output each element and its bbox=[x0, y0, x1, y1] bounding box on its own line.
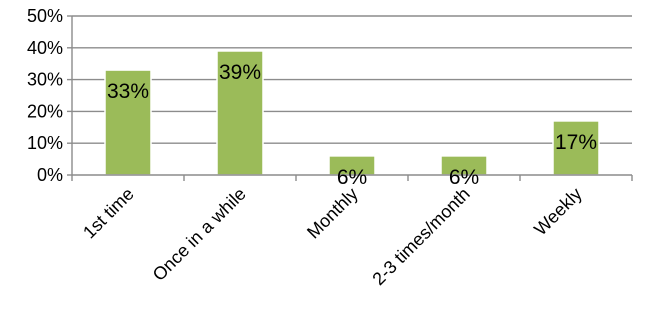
data-label-monthly: 6% bbox=[337, 166, 367, 189]
y-tick-labels: 0% 10% 20% 30% 40% 50% bbox=[27, 6, 63, 185]
data-label-once-in-a-while: 39% bbox=[219, 61, 261, 84]
bar-1st-time bbox=[104, 69, 152, 176]
axes bbox=[67, 15, 633, 181]
y-tick-label-50: 50% bbox=[27, 6, 63, 26]
x-tick-labels: 1st time Once in a while Monthly 2-3 times/… bbox=[79, 184, 586, 289]
bar-weekly bbox=[552, 120, 600, 176]
y-tick-label-40: 40% bbox=[27, 38, 63, 58]
x-tick-label-once-in-a-while: Once in a while bbox=[149, 184, 250, 285]
x-tick-label-weekly: Weekly bbox=[530, 184, 586, 240]
x-tick-label-2-3-times-month: 2-3 times/month bbox=[368, 184, 473, 289]
data-label-weekly: 17% bbox=[555, 131, 597, 154]
x-tick-label-1st-time: 1st time bbox=[79, 184, 138, 243]
bars bbox=[104, 50, 600, 176]
y-tick-label-0: 0% bbox=[37, 165, 63, 185]
gridlines bbox=[72, 15, 632, 144]
x-tick-label-monthly: Monthly bbox=[303, 184, 362, 243]
data-label-2-3-times-month: 6% bbox=[449, 166, 479, 189]
data-label-1st-time: 33% bbox=[107, 80, 149, 103]
data-labels: 33% 39% 6% 6% 17% bbox=[107, 61, 597, 189]
y-tick-label-20: 20% bbox=[27, 101, 63, 121]
y-tick-label-30: 30% bbox=[27, 70, 63, 90]
y-tick-label-10: 10% bbox=[27, 133, 63, 153]
